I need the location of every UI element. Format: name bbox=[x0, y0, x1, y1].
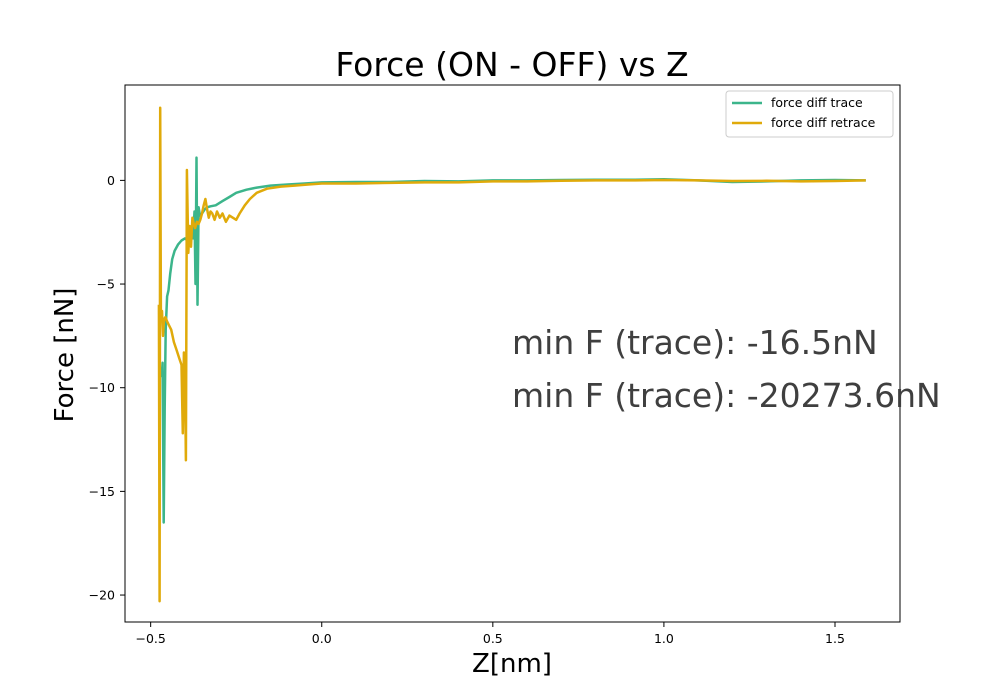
x-tick-label: 1.0 bbox=[654, 631, 674, 646]
legend-box bbox=[725, 90, 894, 138]
y-tick-label: 0 bbox=[107, 173, 115, 188]
plot-frame bbox=[124, 84, 901, 623]
annotation-min-trace: min F (trace): -16.5nN bbox=[512, 323, 878, 362]
x-tick-label: −0.5 bbox=[135, 631, 165, 646]
y-tick-label: −10 bbox=[89, 380, 115, 395]
y-tick-label: −5 bbox=[97, 277, 115, 292]
y-axis-ticks: −20 −15 −10 −5 0 bbox=[89, 173, 125, 603]
y-axis-label: Force [nN] bbox=[50, 288, 80, 423]
plot-area bbox=[157, 106, 866, 603]
series-line-retrace bbox=[157, 106, 866, 603]
legend-label-retrace: force diff retrace bbox=[771, 115, 876, 130]
legend: force diff trace force diff retrace bbox=[725, 90, 894, 138]
y-tick-label: −20 bbox=[89, 588, 115, 603]
x-tick-label: 1.5 bbox=[825, 631, 845, 646]
y-tick-label: −15 bbox=[89, 484, 115, 499]
chart-title: Force (ON - OFF) vs Z bbox=[335, 45, 688, 84]
x-axis-label: Z[nm] bbox=[472, 649, 552, 679]
x-tick-label: 0.5 bbox=[483, 631, 503, 646]
x-tick-label: 0.0 bbox=[312, 631, 332, 646]
legend-label-trace: force diff trace bbox=[771, 95, 863, 110]
x-axis-ticks: −0.5 0.0 0.5 1.0 1.5 bbox=[135, 622, 845, 646]
annotation-min-retrace: min F (trace): -20273.6nN bbox=[512, 376, 941, 415]
